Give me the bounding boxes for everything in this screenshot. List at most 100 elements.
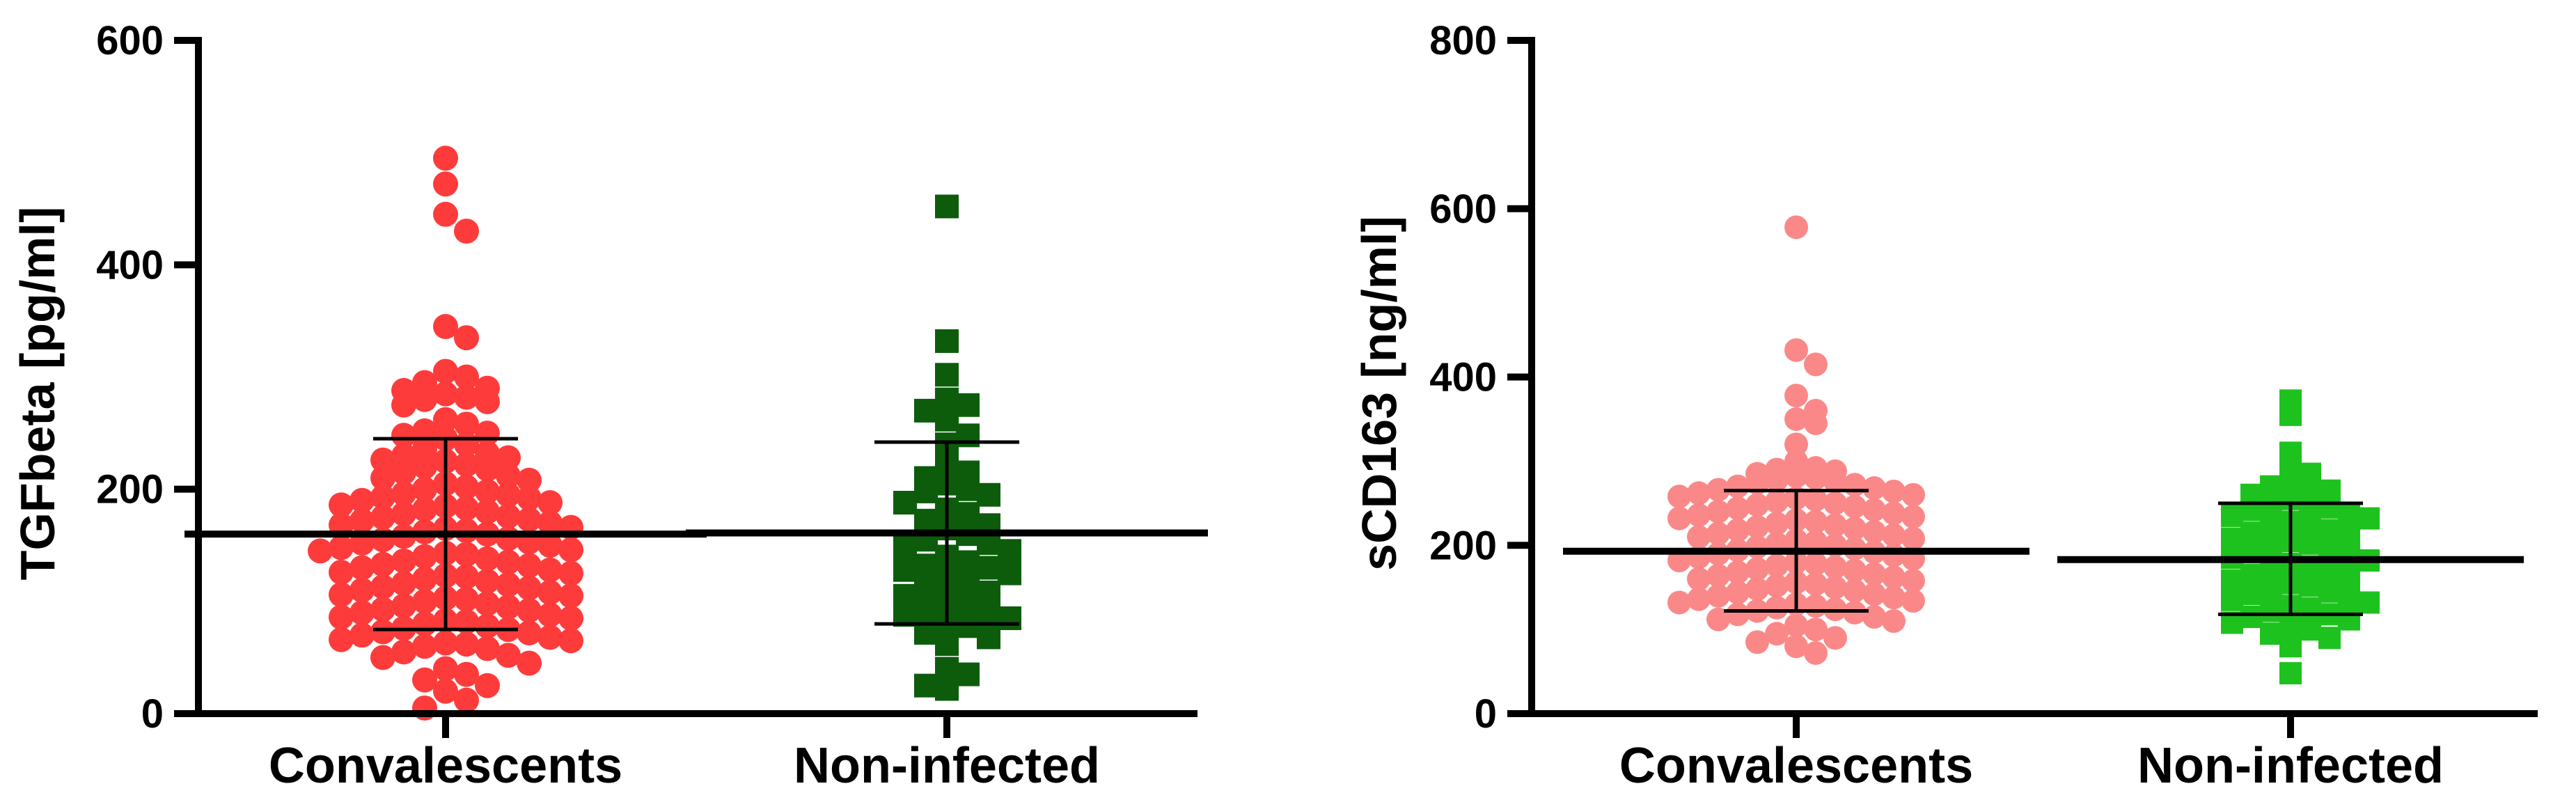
tgfbeta-non-infected-point-4 bbox=[956, 393, 980, 417]
scd163-non-infected-point-22 bbox=[2240, 521, 2263, 544]
scd163-convalescents-point-80 bbox=[1745, 577, 1769, 602]
tgfbeta-convalescents-point-42 bbox=[370, 484, 395, 510]
scd163-non-infected-point-39 bbox=[2221, 570, 2243, 592]
scd163-convalescents-point-88 bbox=[1667, 590, 1691, 615]
scd163-convalescents-point-33 bbox=[1862, 498, 1886, 522]
scd163-non-infected-point-59 bbox=[2279, 635, 2302, 658]
tgfbeta-convalescents-point-95 bbox=[558, 583, 583, 609]
tgfbeta-convalescents-point-91 bbox=[517, 575, 542, 601]
tgfbeta-y-ticks: 0 200 400 600 bbox=[96, 18, 198, 737]
tgfbeta-convalescents-point-41 bbox=[496, 482, 521, 508]
tgfbeta-convalescents-point-13 bbox=[412, 386, 437, 412]
tgfbeta-convalescents-point-115 bbox=[517, 620, 542, 645]
tgfbeta-convalescents-point-103 bbox=[517, 597, 542, 623]
tgfbeta-y-tick-label-200: 200 bbox=[96, 467, 164, 512]
scd163-category-convalescents: Convalescents bbox=[1619, 738, 1973, 793]
tgfbeta-convalescents-point-16 bbox=[433, 407, 458, 432]
scd163-y-tick-label-800: 800 bbox=[1429, 18, 1497, 63]
tgfbeta-non-infected-point-29 bbox=[914, 553, 938, 578]
scd163-convalescents-point-28 bbox=[1765, 489, 1789, 514]
tgfbeta-non-infected-point-45 bbox=[956, 614, 980, 638]
tgfbeta-convalescents-point-124 bbox=[391, 639, 416, 665]
tgfbeta-convalescents-point-31 bbox=[475, 456, 500, 482]
scd163-category-non-infected: Non-infected bbox=[2137, 738, 2444, 793]
tgfbeta-convalescents-point-52 bbox=[496, 503, 521, 529]
tgfbeta-convalescents-point-85 bbox=[454, 564, 479, 590]
scd163-convalescents-point-96 bbox=[1862, 604, 1886, 629]
scd163-convalescents-point-50 bbox=[1901, 526, 1925, 551]
scd163-non-infected-point-43 bbox=[2318, 580, 2341, 603]
tgfbeta-convalescents-point-82 bbox=[329, 559, 354, 585]
scd163-convalescents-point-99 bbox=[1784, 613, 1808, 638]
scd163-convalescents-point-34 bbox=[1706, 499, 1730, 524]
tgfbeta-convalescents-point-110 bbox=[412, 611, 437, 637]
tgfbeta-convalescents-point-50 bbox=[475, 498, 500, 524]
tgfbeta-non-infected-point-32 bbox=[998, 561, 1021, 586]
tgfbeta-non-infected-point-31 bbox=[893, 558, 917, 582]
tgfbeta-non-infected-point-47 bbox=[977, 625, 1000, 650]
tgfbeta-convalescents-point-15 bbox=[391, 392, 416, 418]
scd163-panel: sCD163 [ng/ml] 0 200 400 600 800 Convalescen… bbox=[1352, 18, 2538, 793]
scd163-convalescents-point-75 bbox=[1901, 569, 1925, 593]
tgfbeta-non-infected-point-50 bbox=[956, 662, 980, 686]
scd163-convalescents-point-21 bbox=[1706, 478, 1730, 502]
scd163-convalescents-point-72 bbox=[1706, 563, 1730, 588]
scd163-non-infected-point-44 bbox=[2240, 583, 2263, 606]
tgfbeta-convalescents-point-54 bbox=[517, 507, 542, 533]
tgfbeta-convalescents-point-38 bbox=[412, 476, 437, 502]
tgfbeta-convalescents-point-68 bbox=[537, 533, 563, 558]
scd163-convalescents-point-98 bbox=[1882, 609, 1906, 634]
tgfbeta-convalescents-point-14 bbox=[475, 388, 500, 414]
tgfbeta-convalescents-point-101 bbox=[496, 594, 521, 620]
scd163-convalescents-point-82 bbox=[1726, 580, 1750, 604]
scd163-convalescents-point-67 bbox=[1823, 555, 1847, 579]
tgfbeta-convalescents-point-74 bbox=[412, 544, 437, 570]
tgfbeta-category-convalescents: Convalescents bbox=[269, 738, 622, 793]
scd163-y-axis-title: sCD163 [ng/ml] bbox=[1352, 216, 1406, 571]
scd163-convalescents-point-31 bbox=[1843, 494, 1867, 519]
scd163-convalescents-point-100 bbox=[1804, 618, 1828, 642]
tgfbeta-y-tick-label-400: 400 bbox=[96, 242, 164, 288]
tgfbeta-convalescents-point-5 bbox=[454, 325, 479, 351]
scd163-convalescents-point-32 bbox=[1726, 496, 1750, 521]
scd163-convalescents-point-45 bbox=[1726, 518, 1750, 542]
tgfbeta-convalescents-point-89 bbox=[496, 572, 521, 597]
scd163-non-infected-point-56 bbox=[2299, 618, 2321, 641]
scd163-convalescents-point-35 bbox=[1882, 501, 1906, 526]
tgfbeta-convalescents-point-75 bbox=[475, 546, 500, 572]
scd163-convalescents-point-84 bbox=[1706, 583, 1730, 608]
scd163-convalescents-point-49 bbox=[1687, 525, 1711, 549]
tgfbeta-non-infected-point-2 bbox=[935, 363, 959, 387]
scd163-convalescents-point-47 bbox=[1706, 521, 1730, 546]
scd163-non-infected-point-36 bbox=[2318, 560, 2341, 583]
tgfbeta-non-infected-point-14 bbox=[914, 479, 938, 503]
tgfbeta-convalescents-point-33 bbox=[496, 463, 521, 489]
tgfbeta-convalescents-point-86 bbox=[412, 566, 437, 592]
scd163-non-infected-point-20 bbox=[2260, 515, 2282, 538]
tgfbeta-convalescents-point-6 bbox=[433, 359, 458, 384]
scd163-non-infected-point-19 bbox=[2299, 513, 2321, 536]
tgfbeta-convalescents-point-88 bbox=[391, 571, 416, 597]
scd163-convalescents-point-13 bbox=[1784, 464, 1808, 489]
tgfbeta-convalescents-point-73 bbox=[454, 542, 479, 567]
tgfbeta-convalescents-point-29 bbox=[454, 452, 479, 478]
scd163-convalescents-point-43 bbox=[1745, 515, 1769, 539]
tgfbeta-convalescents-point-125 bbox=[496, 643, 521, 668]
tgfbeta-convalescents-point-80 bbox=[350, 555, 375, 581]
tgfbeta-convalescents-point-3 bbox=[454, 218, 479, 244]
tgfbeta-non-infected-point-28 bbox=[956, 550, 980, 574]
tgfbeta-non-infected-point-0 bbox=[935, 194, 959, 219]
scd163-non-infected-point-42 bbox=[2260, 578, 2282, 601]
tgfbeta-convalescents-point-1 bbox=[433, 171, 458, 197]
tgfbeta-convalescents-point-99 bbox=[475, 591, 500, 617]
tgfbeta-convalescents-point-51 bbox=[391, 501, 416, 527]
scd163-non-infected-point-1 bbox=[2279, 403, 2302, 426]
scd163-convalescents-point-29 bbox=[1823, 491, 1847, 515]
tgfbeta-non-infected-point-30 bbox=[977, 556, 1000, 580]
scd163-non-infected-point-52 bbox=[2240, 605, 2263, 628]
scd163-non-infected-point-6 bbox=[2299, 471, 2321, 494]
scd163-non-infected-point-41 bbox=[2299, 574, 2321, 597]
tgfbeta-non-infected-point-3 bbox=[935, 387, 959, 411]
tgfbeta-panel: TGFbeta [pg/ml] 0 200 400 600 Convalescents… bbox=[10, 18, 1208, 793]
tgfbeta-convalescents-point-120 bbox=[433, 630, 458, 656]
